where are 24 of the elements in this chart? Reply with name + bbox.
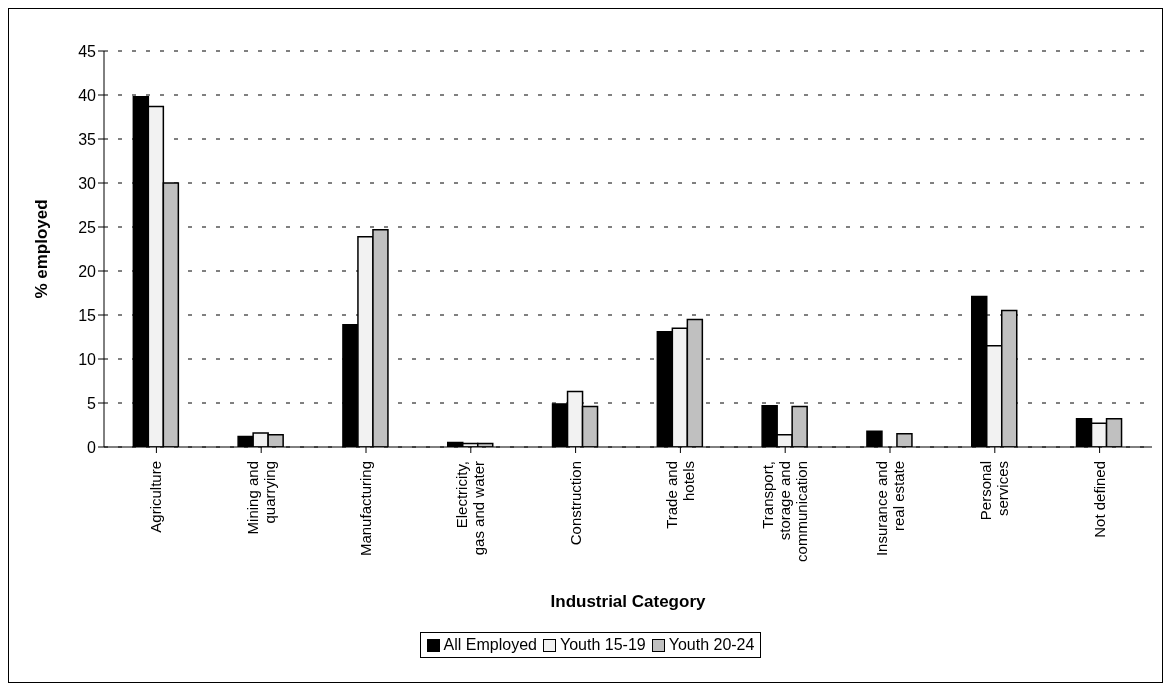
y-tick-label: 10: [78, 350, 97, 368]
y-tick-label: 20: [78, 262, 97, 280]
y-tick-label: 15: [78, 306, 97, 324]
y-tick-label: 25: [78, 218, 97, 236]
legend-label: All Employed: [442, 636, 537, 654]
x-tick-label: Personal services: [977, 461, 1012, 521]
x-tick-label: Manufacturing: [357, 461, 374, 557]
y-axis-title: % employed: [32, 199, 52, 299]
x-tick-label: Mining and quarrying: [243, 461, 278, 535]
x-axis-title: Industrial Category: [550, 592, 706, 611]
y-tick-label: 40: [78, 86, 97, 104]
y-tick-label: 0: [87, 438, 97, 456]
y-tick-label: 45: [78, 42, 97, 60]
x-tick-label: Agriculture: [147, 461, 165, 533]
x-tick-label: Not defined: [1090, 461, 1108, 538]
y-tick-label: 5: [87, 394, 97, 412]
x-tick-label: Trade and hotels: [662, 461, 697, 529]
x-tick-label: Electricity, gas and water: [453, 461, 488, 556]
x-tick-label: Insurance and real estate: [872, 461, 907, 557]
legend-label: Youth 20-24: [667, 636, 755, 654]
y-tick-label: 30: [78, 174, 97, 192]
y-tick-label: 35: [78, 130, 97, 148]
x-tick-label: Construction: [566, 461, 584, 546]
legend-label: Youth 15-19: [558, 636, 646, 654]
